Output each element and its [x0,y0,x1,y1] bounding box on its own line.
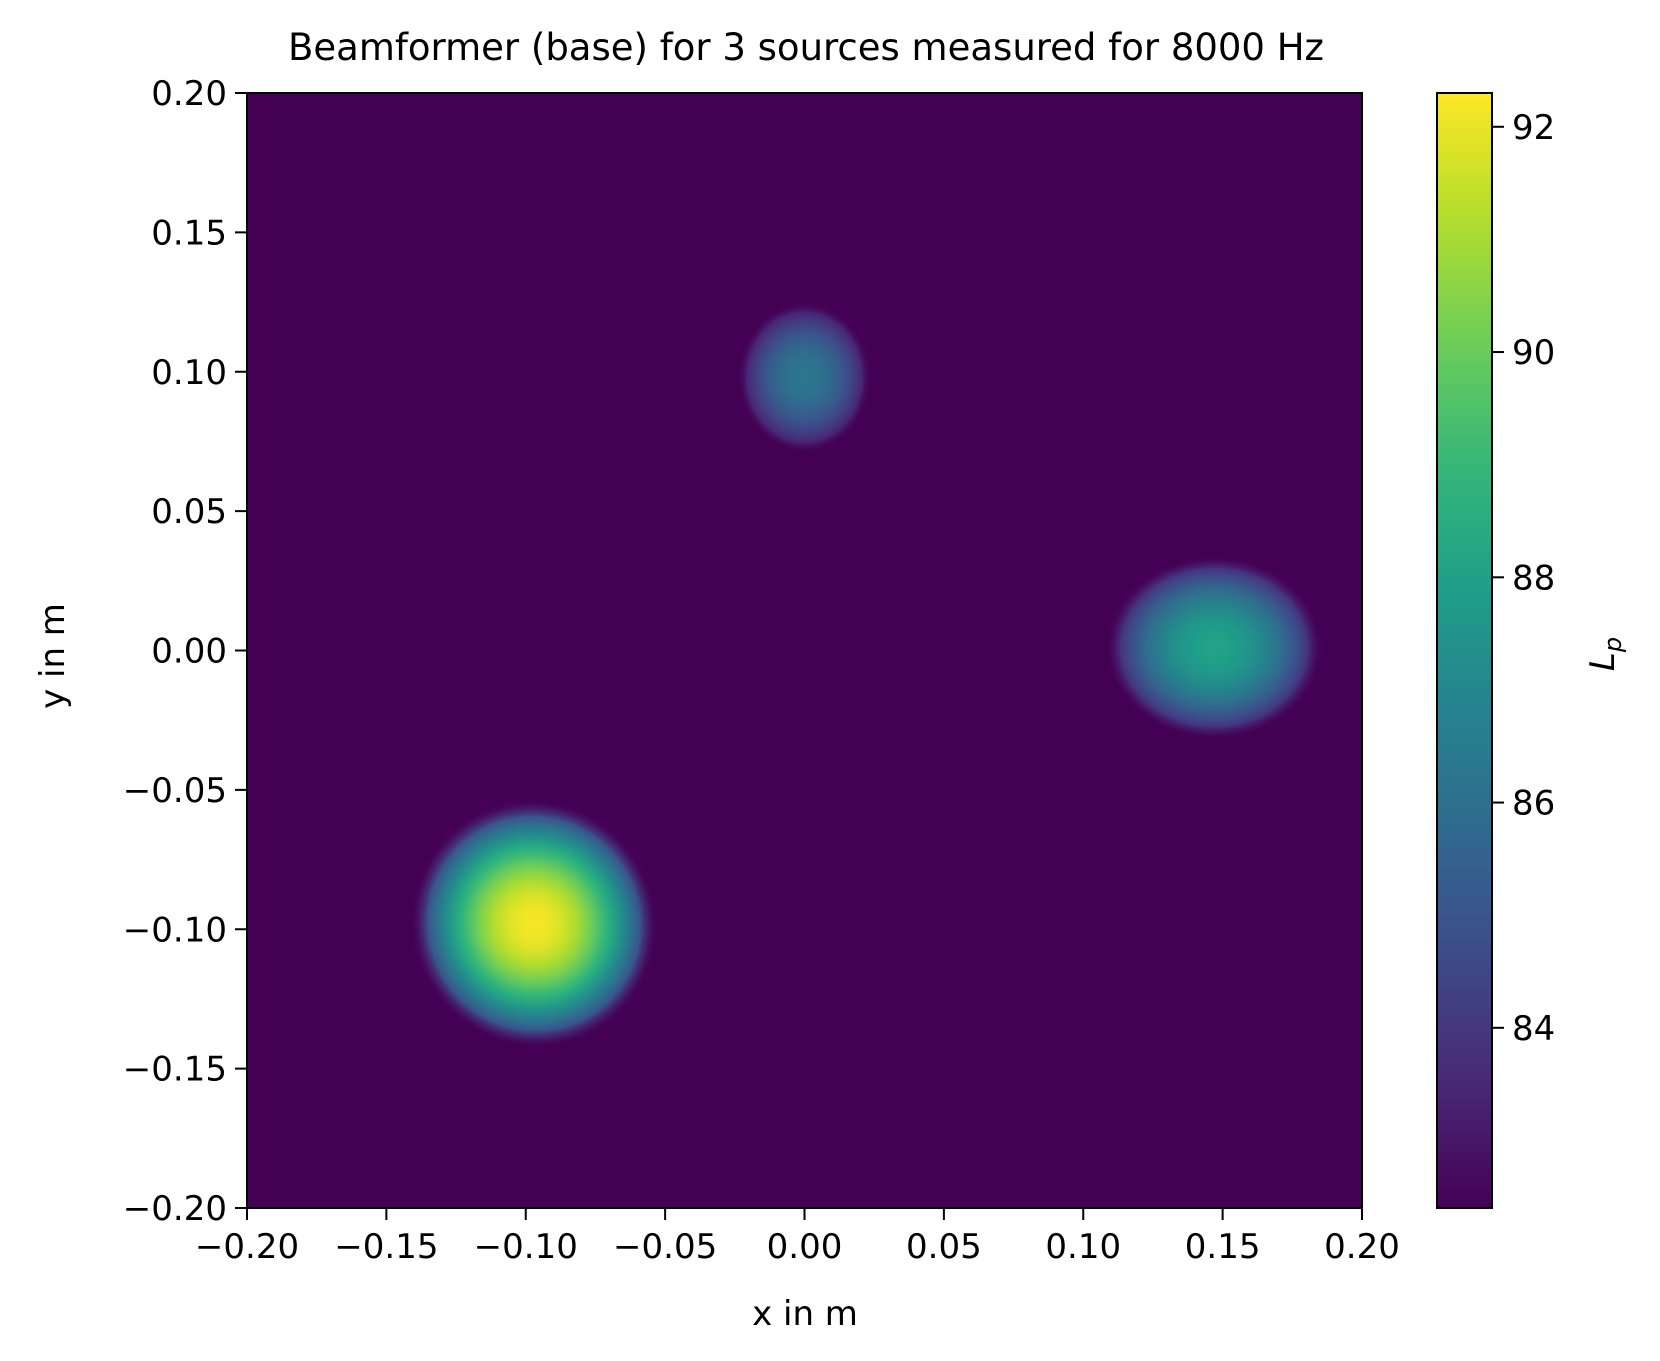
colorbar-tick-label: 92 [1512,108,1555,148]
y-axis-label: y in m [33,603,73,709]
colorbar-tick-label: 86 [1512,784,1555,824]
colorbar-tick-label: 90 [1512,333,1555,373]
colorbar-tick-label: 88 [1512,558,1555,598]
source-blob [737,302,872,453]
x-axis: −0.20 −0.15 −0.10 −0.05 0.00 0.05 0.10 0.15 0.20 [195,1208,1400,1267]
colorbar-label: Lp [1583,637,1627,671]
y-tick-label: 0.15 [151,213,227,253]
source-blob [1105,555,1323,740]
x-tick-label: 0.15 [1185,1227,1261,1267]
chart-title: Beamformer (base) for 3 sources measured… [288,26,1324,69]
y-tick-label: 0.05 [151,492,227,532]
colorbar-label-sub: p [1599,637,1627,653]
y-tick-label: −0.10 [123,910,227,950]
y-tick-label: 0.10 [151,353,227,393]
x-tick-label: −0.20 [195,1227,299,1267]
colorbar: 84 86 88 90 92 [1436,92,1555,1209]
y-tick-label: −0.05 [123,771,227,811]
x-tick-label: 0.10 [1045,1227,1121,1267]
x-tick-label: 0.05 [906,1227,982,1267]
x-tick-label: 0.00 [767,1227,843,1267]
y-tick-label: −0.15 [123,1050,227,1090]
x-tick-label: 0.20 [1324,1227,1400,1267]
colorbar-gradient [1436,92,1493,1209]
colorbar-label-main: L [1583,652,1623,671]
y-tick-label: −0.20 [123,1189,227,1229]
x-tick-label: −0.10 [474,1227,578,1267]
y-tick-label: 0.00 [151,632,227,672]
x-axis-label: x in m [752,1294,858,1334]
sources-layer [410,302,1323,1049]
source-blob [410,799,658,1049]
y-axis: −0.20 −0.15 −0.10 −0.05 0.00 0.05 0.10 0.15 0.20 [123,74,247,1229]
x-tick-label: −0.05 [613,1227,717,1267]
x-tick-label: −0.15 [334,1227,438,1267]
colorbar-tick-label: 84 [1512,1009,1555,1049]
y-tick-label: 0.20 [151,74,227,114]
plot-area [246,92,1363,1209]
